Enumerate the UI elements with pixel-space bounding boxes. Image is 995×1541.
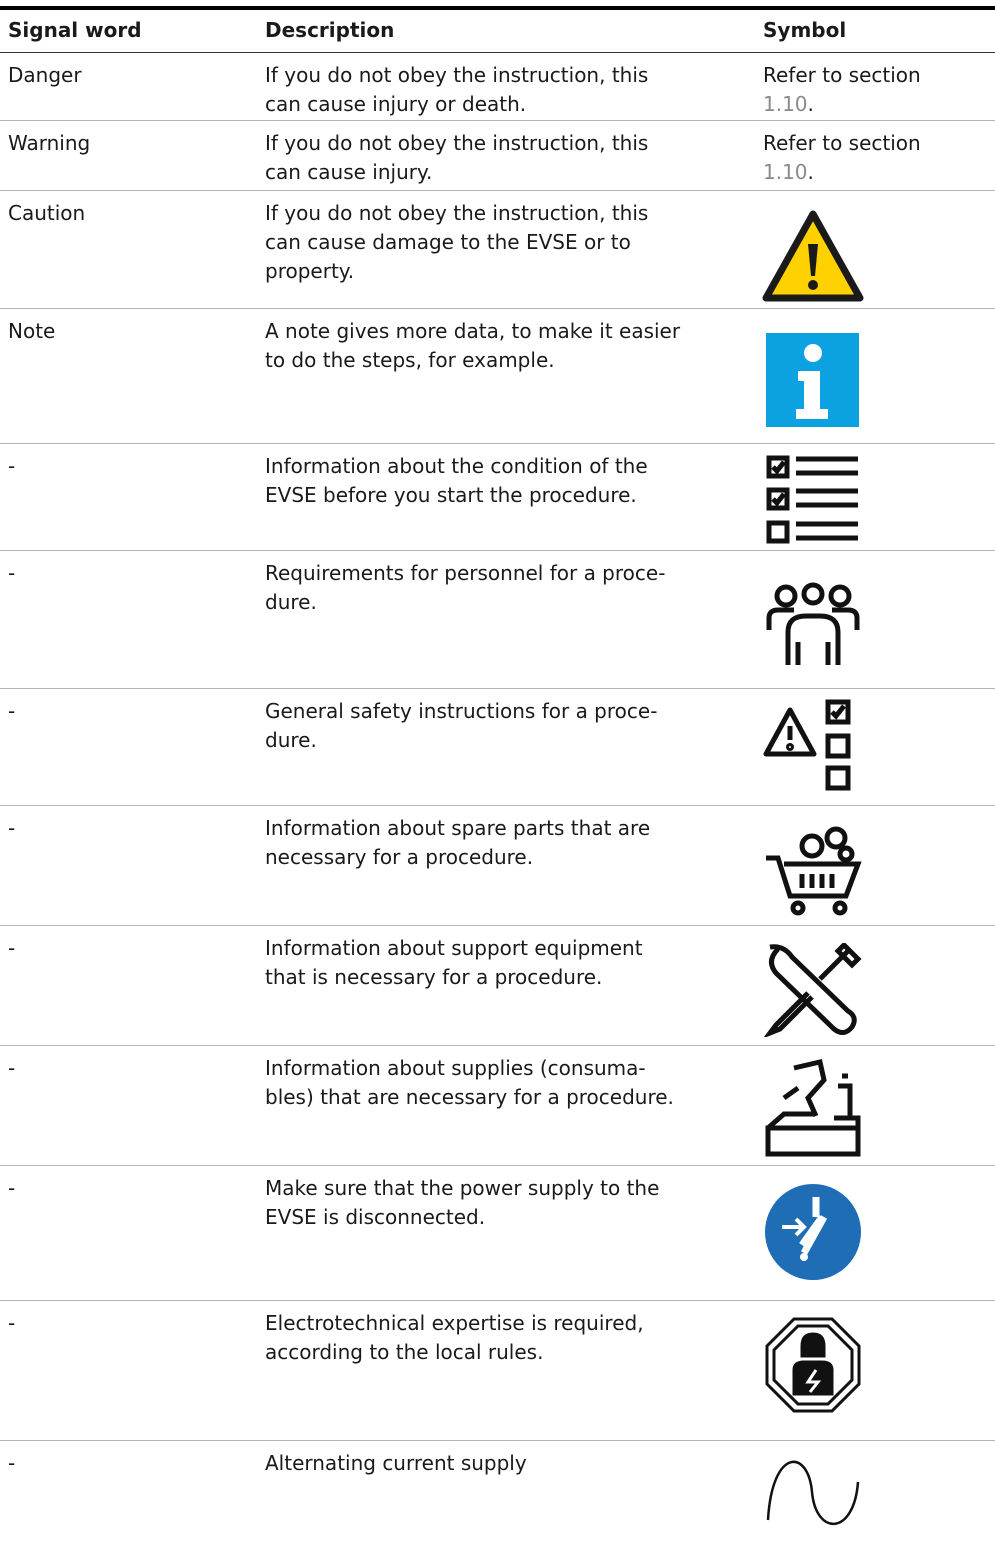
spare-parts-icon: [766, 826, 862, 916]
row-rule: [0, 1440, 995, 1441]
punctuation: .: [807, 160, 814, 184]
signal-word: -: [8, 1451, 16, 1475]
signal-word: Note: [8, 319, 56, 343]
symbol-ref: 1.10.: [763, 158, 814, 187]
section-link: 1.10: [763, 92, 808, 116]
top-rule: [0, 6, 995, 10]
signal-word: -: [8, 699, 16, 723]
signal-word: -: [8, 1176, 16, 1200]
row-rule: [0, 688, 995, 689]
row-rule: [0, 120, 995, 121]
note-icon: [766, 333, 859, 427]
signal-word: -: [8, 454, 16, 478]
supplies-icon: [765, 1058, 861, 1157]
header-rule: [0, 52, 995, 53]
punctuation: .: [807, 92, 814, 116]
description-line: If you do not obey the instruction, this: [265, 131, 649, 155]
header-cell: Symbol: [763, 18, 847, 42]
section-link: 1.10: [763, 160, 808, 184]
description-line: If you do not obey the instruction, this: [265, 201, 649, 225]
signal-word: Caution: [8, 201, 86, 225]
description-line: property.: [265, 259, 355, 283]
checklist-icon: [766, 455, 858, 544]
row-rule: [0, 443, 995, 444]
description-line: EVSE before you start the procedure.: [265, 483, 637, 507]
signal-word: -: [8, 1056, 16, 1080]
tools-icon: [764, 943, 862, 1037]
row-rule: [0, 1300, 995, 1301]
header-cell: Signal word: [8, 18, 142, 42]
description-line: A note gives more data, to make it easie…: [265, 319, 681, 343]
row-rule: [0, 1165, 995, 1166]
power-icon: [765, 1184, 861, 1280]
ac-icon: [766, 1460, 860, 1525]
description-line: can cause damage to the EVSE or to: [265, 230, 631, 254]
description-line: according to the local rules.: [265, 1340, 544, 1364]
description-line: bles) that are necessary for a procedure…: [265, 1085, 674, 1109]
description-line: to do the steps, for example.: [265, 348, 555, 372]
signal-word: -: [8, 561, 16, 585]
row-rule: [0, 1045, 995, 1046]
caution-icon: [762, 210, 864, 302]
signal-word: -: [8, 936, 16, 960]
description-line: Information about support equipment: [265, 936, 643, 960]
description-line: can cause injury or death.: [265, 92, 527, 116]
row-rule: [0, 190, 995, 191]
description-line: EVSE is disconnected.: [265, 1205, 486, 1229]
description-line: Requirements for personnel for a proce-: [265, 561, 666, 585]
description-line: dure.: [265, 590, 317, 614]
description-line: Information about the condition of the: [265, 454, 648, 478]
symbol-text: Refer to section: [763, 131, 921, 155]
safety-icon: [763, 699, 851, 791]
row-rule: [0, 308, 995, 309]
row-rule: [0, 550, 995, 551]
description-line: Information about supplies (consuma-: [265, 1056, 646, 1080]
description-line: If you do not obey the instruction, this: [265, 63, 649, 87]
description-line: necessary for a procedure.: [265, 845, 534, 869]
description-line: Information about spare parts that are: [265, 816, 651, 840]
row-rule: [0, 925, 995, 926]
signal-word: Danger: [8, 63, 82, 87]
header-cell: Description: [265, 18, 395, 42]
symbol-ref: 1.10.: [763, 90, 814, 119]
description-line: can cause injury.: [265, 160, 433, 184]
row-rule: [0, 805, 995, 806]
signal-word: Warning: [8, 131, 91, 155]
electrotechnical-icon: [765, 1317, 861, 1413]
description-line: Alternating current supply: [265, 1451, 527, 1475]
description-line: that is necessary for a procedure.: [265, 965, 603, 989]
signal-word: -: [8, 1311, 16, 1335]
signal-word: -: [8, 816, 16, 840]
description-line: General safety instructions for a proce-: [265, 699, 658, 723]
description-line: dure.: [265, 728, 317, 752]
description-line: Electrotechnical expertise is required,: [265, 1311, 644, 1335]
description-line: Make sure that the power supply to the: [265, 1176, 660, 1200]
personnel-icon: [766, 582, 860, 665]
symbol-text: Refer to section: [763, 63, 921, 87]
